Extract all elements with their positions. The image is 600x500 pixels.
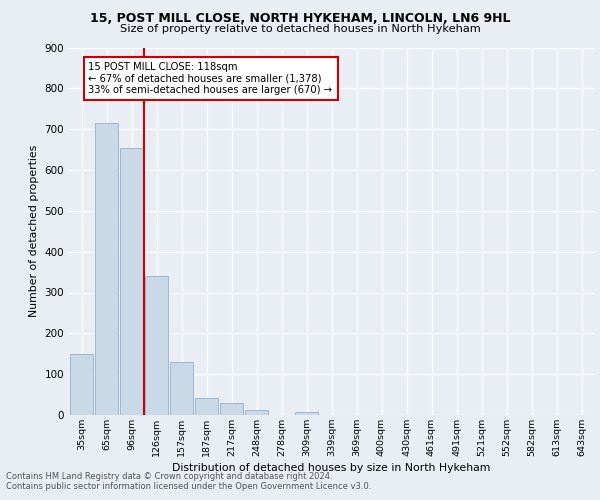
Text: 15 POST MILL CLOSE: 118sqm
← 67% of detached houses are smaller (1,378)
33% of s: 15 POST MILL CLOSE: 118sqm ← 67% of deta… [89, 62, 332, 95]
Text: Contains HM Land Registry data © Crown copyright and database right 2024.: Contains HM Land Registry data © Crown c… [6, 472, 332, 481]
Bar [194, 398, 218, 415]
Bar [295, 412, 319, 415]
Bar [95, 123, 118, 415]
Text: Contains public sector information licensed under the Open Government Licence v3: Contains public sector information licen… [6, 482, 371, 491]
Y-axis label: Number of detached properties: Number of detached properties [29, 145, 39, 318]
Text: Size of property relative to detached houses in North Hykeham: Size of property relative to detached ho… [119, 24, 481, 34]
Bar [145, 276, 169, 415]
Bar [70, 354, 94, 415]
Bar [245, 410, 268, 415]
Text: 15, POST MILL CLOSE, NORTH HYKEHAM, LINCOLN, LN6 9HL: 15, POST MILL CLOSE, NORTH HYKEHAM, LINC… [90, 12, 510, 26]
Bar [170, 362, 193, 415]
Bar [119, 148, 143, 415]
X-axis label: Distribution of detached houses by size in North Hykeham: Distribution of detached houses by size … [172, 463, 491, 473]
Bar [220, 403, 244, 415]
